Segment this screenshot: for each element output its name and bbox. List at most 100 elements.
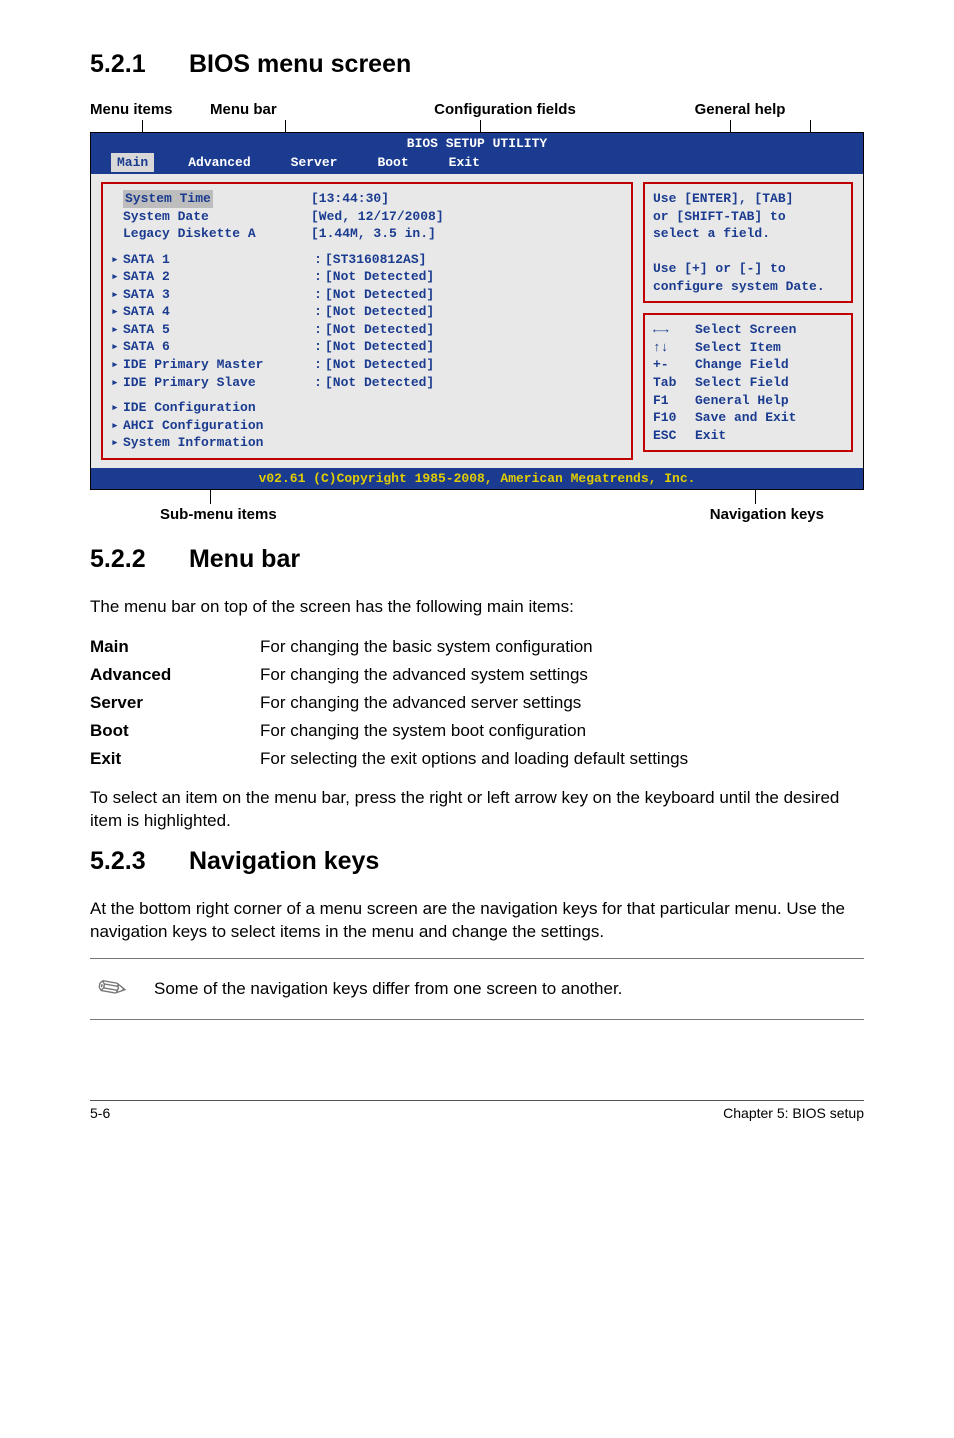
bios-footer: v02.61 (C)Copyright 1985-2008, American … [91,468,863,490]
bios-field-label: ▸SATA 4 [111,303,311,321]
bios-tab[interactable]: Main [111,153,154,173]
colon: : [311,321,325,339]
bios-field-label: ▸SATA 6 [111,338,311,356]
heading-title: Navigation keys [189,847,379,875]
bios-field-value: [ST3160812AS] [325,251,623,269]
bios-navkey-key: Tab [653,374,695,392]
bios-navkeys-box: ←→Select Screen↑↓Select Item+-Change Fie… [643,313,853,452]
bios-navkey-label: Select Screen [695,321,796,339]
bios-field-value: [13:44:30] [311,190,623,208]
bios-field-label: ▸IDE Configuration [111,399,311,417]
table-row: ServerFor changing the advanced server s… [90,689,688,717]
navkeys-para: At the bottom right corner of a menu scr… [90,898,864,944]
bios-tab[interactable]: Advanced [182,153,256,173]
callout-row-bottom: Sub-menu items Navigation keys [90,506,864,523]
page-footer: 5-6 Chapter 5: BIOS setup [90,1100,864,1121]
bios-navkey-row: ←→Select Screen [653,321,843,339]
page-number: 5-6 [90,1105,110,1121]
colon: : [311,303,325,321]
bios-field-label: Legacy Diskette A [111,225,311,243]
def-value: For changing the advanced system setting… [260,661,688,689]
bios-navkey-row: ESCExit [653,427,843,445]
heading-number: 5.2.2 [90,545,182,574]
def-value: For changing the advanced server setting… [260,689,688,717]
colon: : [311,286,325,304]
colon: : [311,374,325,392]
bios-field-value: [Not Detected] [325,303,623,321]
bios-navkey-row: ↑↓Select Item [653,339,843,357]
bios-field-value: [Not Detected] [325,286,623,304]
bios-navkey-label: Select Item [695,339,781,357]
def-value: For changing the system boot configurati… [260,717,688,745]
bios-field-label: ▸SATA 5 [111,321,311,339]
bios-field-value: [1.44M, 3.5 in.] [311,225,623,243]
bios-navkey-row: F1General Help [653,392,843,410]
heading-number: 5.2.3 [90,847,182,876]
bios-help-line: or [SHIFT-TAB] to [653,208,843,226]
callout-general-help: General help [630,101,850,118]
def-key: Exit [90,745,260,773]
bios-navkey-row: TabSelect Field [653,374,843,392]
callout-row-top: Menu items Menu bar Configuration fields… [90,101,864,118]
callout-navigation-keys: Navigation keys [710,506,824,523]
bios-field-value: [Not Detected] [325,338,623,356]
heading-5-2-3: 5.2.3 Navigation keys [90,847,864,876]
bios-navkey-key: +- [653,356,695,374]
bios-navkey-key: ↑↓ [653,339,695,357]
bios-help-line: configure system Date. [653,278,843,296]
bios-navkey-label: Exit [695,427,726,445]
bios-navkey-key: ←→ [653,321,695,339]
bios-right-panel: Use [ENTER], [TAB]or [SHIFT-TAB] toselec… [643,182,853,460]
bios-navkey-label: Select Field [695,374,789,392]
bios-tab[interactable]: Boot [371,153,414,173]
note-text: Some of the navigation keys differ from … [154,979,622,999]
bios-field-label: ▸IDE Primary Slave [111,374,311,392]
bios-field-value: [Not Detected] [325,356,623,374]
table-row: BootFor changing the system boot configu… [90,717,688,745]
bios-field-label: System Date [111,208,311,226]
bios-navkey-label: General Help [695,392,789,410]
menubar-defs-table: MainFor changing the basic system config… [90,633,688,773]
bios-field-label: ▸SATA 1 [111,251,311,269]
bios-title: BIOS SETUP UTILITY [91,133,863,153]
bios-tab[interactable]: Server [285,153,344,173]
bios-field-label: ▸SATA 2 [111,268,311,286]
pencil-icon: ✎ [83,959,144,1018]
chapter-title: Chapter 5: BIOS setup [723,1105,864,1121]
bios-navkey-label: Save and Exit [695,409,796,427]
callout-config-fields: Configuration fields [380,101,630,118]
bios-field-label: ▸SATA 3 [111,286,311,304]
bios-field-value: [Wed, 12/17/2008] [311,208,623,226]
callout-menu-items: Menu items [90,101,210,118]
bios-field-label: System Time [111,190,311,208]
bios-navkey-row: F10Save and Exit [653,409,843,427]
bios-navkey-key: ESC [653,427,695,445]
def-key: Server [90,689,260,717]
bios-help-line: select a field. [653,225,843,243]
def-key: Boot [90,717,260,745]
colon: : [311,356,325,374]
table-row: MainFor changing the basic system config… [90,633,688,661]
bios-field-label: ▸System Information [111,434,311,452]
menubar-outro: To select an item on the menu bar, press… [90,787,864,833]
bios-tab[interactable]: Exit [443,153,486,173]
bios-help-line: Use [+] or [-] to [653,260,843,278]
heading-5-2-2: 5.2.2 Menu bar [90,545,864,574]
bios-left-panel: System Time[13:44:30]System Date[Wed, 12… [101,182,633,460]
bios-help-line: Use [ENTER], [TAB] [653,190,843,208]
table-row: AdvancedFor changing the advanced system… [90,661,688,689]
callout-submenu-items: Sub-menu items [160,506,277,523]
heading-title: Menu bar [189,545,300,573]
bios-field-value: [Not Detected] [325,268,623,286]
menubar-intro: The menu bar on top of the screen has th… [90,596,864,619]
bios-help-box: Use [ENTER], [TAB]or [SHIFT-TAB] toselec… [643,182,853,303]
callout-ticks-top [90,120,864,132]
bios-navkey-key: F10 [653,409,695,427]
def-value: For selecting the exit options and loadi… [260,745,688,773]
colon: : [311,251,325,269]
def-key: Advanced [90,661,260,689]
bios-help-line [653,243,843,261]
table-row: ExitFor selecting the exit options and l… [90,745,688,773]
bios-screenshot: BIOS SETUP UTILITY Main Advanced Server Boo… [90,132,864,490]
heading-5-2-1: 5.2.1 BIOS menu screen [90,50,864,79]
